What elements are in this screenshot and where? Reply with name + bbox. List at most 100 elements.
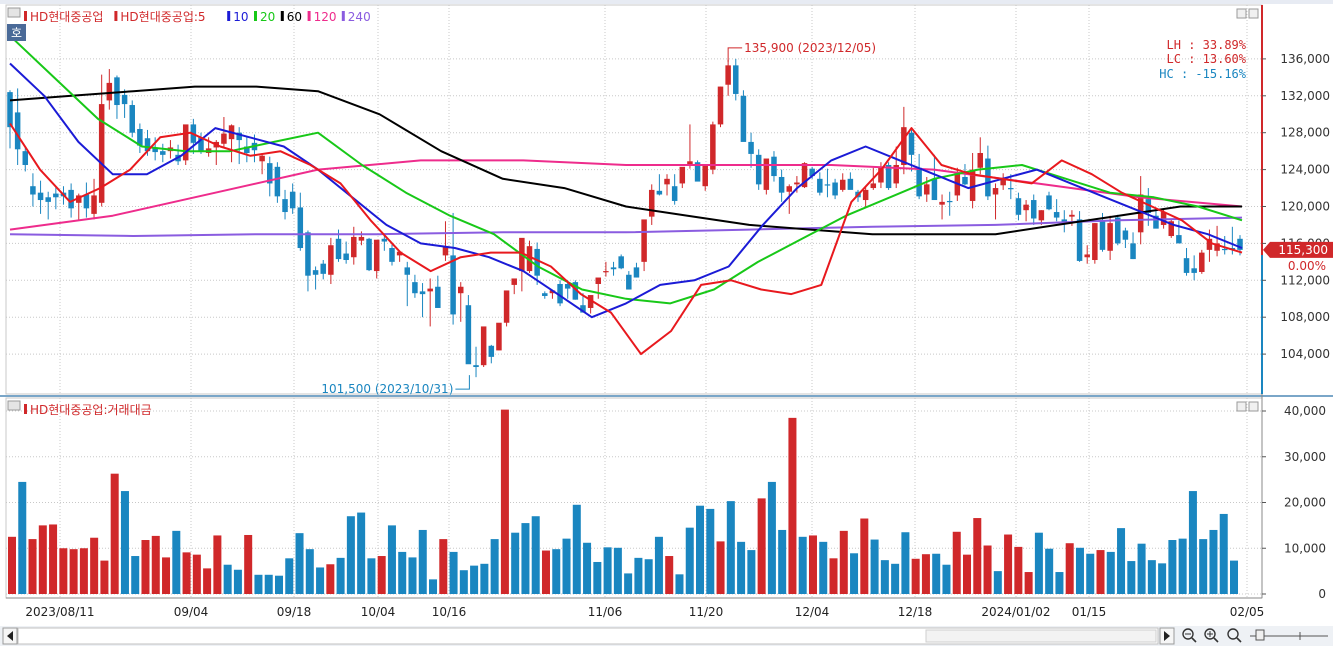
volume-bar[interactable] (203, 568, 212, 594)
volume-bar[interactable] (1086, 553, 1095, 594)
price-pane-maximize-icon[interactable] (1248, 8, 1259, 19)
candle[interactable] (786, 184, 793, 214)
volume-bar[interactable] (788, 417, 797, 594)
candle[interactable] (480, 326, 487, 368)
volume-bar[interactable] (583, 542, 592, 594)
volume-bar[interactable] (1117, 528, 1126, 594)
candle[interactable] (488, 344, 495, 364)
reset-zoom-icon[interactable] (1227, 628, 1242, 643)
volume-bar[interactable] (839, 530, 848, 594)
candle[interactable] (473, 346, 479, 378)
candle[interactable] (992, 183, 999, 220)
candle[interactable] (427, 278, 433, 327)
candle[interactable] (328, 237, 334, 284)
volume-bar[interactable] (131, 556, 140, 594)
candle[interactable] (1191, 255, 1197, 281)
candle[interactable] (794, 176, 800, 193)
candle[interactable] (801, 162, 808, 189)
volume-bar[interactable] (387, 525, 396, 594)
candle[interactable] (557, 280, 563, 307)
scrollbar-track[interactable] (17, 627, 1159, 645)
volume-bar[interactable] (562, 538, 571, 594)
candle[interactable] (91, 178, 97, 220)
volume-bar[interactable] (593, 561, 602, 594)
volume-bar[interactable] (1219, 513, 1228, 594)
volume-pane-maximize-icon[interactable] (1248, 401, 1259, 412)
candle[interactable] (160, 143, 166, 163)
volume-bar[interactable] (798, 536, 807, 594)
candle[interactable] (969, 152, 976, 209)
volume-bar[interactable] (69, 549, 78, 594)
candle[interactable] (1046, 191, 1052, 211)
volume-bar[interactable] (59, 548, 68, 594)
volume-bar[interactable] (696, 505, 705, 594)
volume-bar[interactable] (1137, 543, 1146, 594)
volume-bar[interactable] (993, 571, 1002, 594)
candle[interactable] (587, 295, 594, 314)
candle[interactable] (343, 241, 349, 264)
volume-bar[interactable] (973, 518, 982, 594)
volume-bar[interactable] (305, 549, 314, 594)
candle[interactable] (648, 184, 655, 225)
volume-bar[interactable] (316, 567, 325, 594)
candle[interactable] (53, 186, 59, 210)
candle[interactable] (274, 162, 281, 203)
volume-bar[interactable] (213, 535, 222, 594)
candle[interactable] (465, 295, 472, 365)
volume-bar[interactable] (1127, 561, 1136, 594)
candle[interactable] (351, 226, 357, 265)
volume-bar[interactable] (921, 554, 930, 594)
volume-bar[interactable] (901, 532, 910, 594)
volume-bar[interactable] (500, 409, 509, 594)
candle[interactable] (289, 183, 296, 214)
volume-bar[interactable] (767, 481, 776, 594)
candle[interactable] (671, 174, 678, 205)
volume-bar[interactable] (79, 548, 88, 594)
volume-bar[interactable] (172, 530, 181, 594)
volume-bar[interactable] (942, 564, 951, 594)
volume-bar[interactable] (1199, 539, 1208, 594)
volume-bar[interactable] (891, 563, 900, 594)
candle[interactable] (534, 242, 540, 285)
volume-bar[interactable] (1014, 546, 1023, 594)
volume-bar[interactable] (778, 529, 787, 594)
volume-bar[interactable] (285, 558, 294, 594)
candle[interactable] (450, 212, 456, 325)
volume-bar[interactable] (819, 541, 828, 594)
candle[interactable] (1214, 225, 1220, 257)
candle[interactable] (748, 132, 754, 168)
candle[interactable] (641, 219, 647, 272)
volume-bar[interactable] (870, 539, 879, 594)
volume-bar[interactable] (850, 553, 859, 594)
candle[interactable] (618, 254, 624, 270)
candle[interactable] (603, 261, 609, 277)
volume-bar[interactable] (357, 512, 366, 594)
volume-bar[interactable] (367, 558, 376, 594)
volume-bar[interactable] (952, 531, 961, 594)
candle[interactable] (710, 121, 716, 175)
candle[interactable] (98, 74, 105, 207)
volume-bar[interactable] (1055, 572, 1064, 594)
candle[interactable] (267, 156, 273, 197)
volume-bar[interactable] (644, 559, 653, 594)
candle[interactable] (83, 182, 90, 218)
volume-pane-menu-icon[interactable] (7, 400, 21, 411)
volume-bar[interactable] (449, 551, 458, 594)
volume-bar[interactable] (1188, 491, 1197, 594)
volume-bar[interactable] (880, 560, 889, 594)
volume-bar[interactable] (295, 533, 304, 594)
candle[interactable] (457, 282, 464, 322)
volume-bar[interactable] (983, 545, 992, 594)
candle[interactable] (312, 266, 319, 290)
candle[interactable] (977, 137, 983, 175)
candle[interactable] (1176, 220, 1182, 244)
candle[interactable] (702, 164, 708, 191)
candle[interactable] (931, 154, 938, 201)
candle[interactable] (30, 173, 36, 207)
volume-bar[interactable] (110, 473, 119, 594)
volume-bar[interactable] (480, 563, 489, 594)
volume-bar[interactable] (326, 564, 335, 594)
volume-bar[interactable] (162, 557, 171, 594)
volume-bar[interactable] (963, 554, 972, 594)
